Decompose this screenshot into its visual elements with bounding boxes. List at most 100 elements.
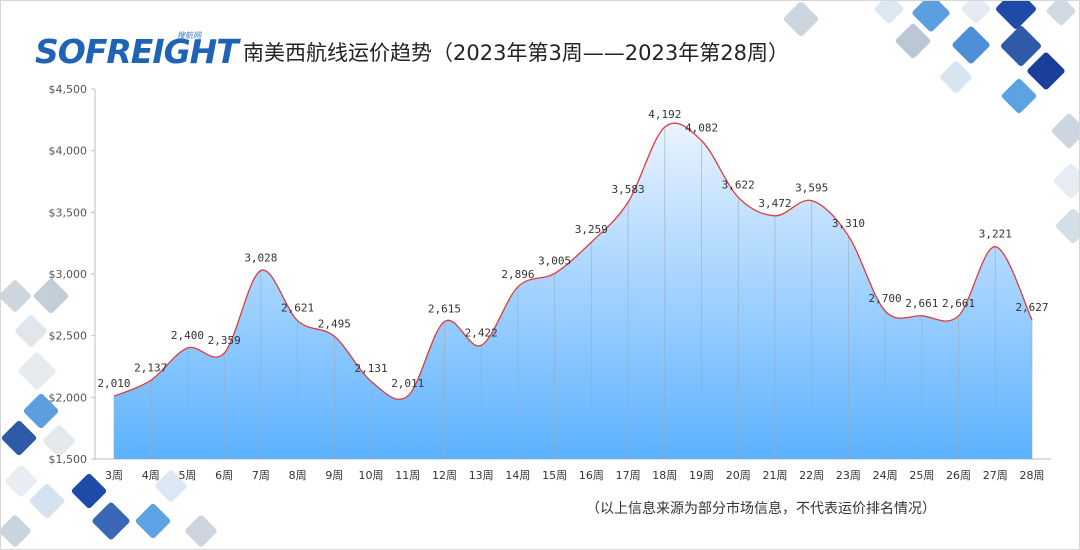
y-tick-label: $3,500	[49, 206, 88, 219]
deco-tile	[1046, 1, 1076, 26]
chart-title: 南美西航线运价趋势（2023年第3周——2023年第28周）	[243, 41, 789, 65]
x-tick-label: 16周	[579, 469, 604, 482]
x-tick-label: 8周	[289, 469, 307, 482]
deco-tile	[1051, 113, 1079, 149]
y-tick-label: $2,000	[49, 391, 88, 404]
deco-tile	[912, 1, 950, 32]
x-tick-label: 27周	[983, 469, 1008, 482]
deco-tile	[23, 393, 59, 429]
deco-tile	[783, 1, 819, 37]
x-tick-label: 13周	[469, 469, 494, 482]
data-label: 4,192	[648, 108, 681, 121]
area-fill	[114, 123, 1032, 460]
x-tick-label: 10周	[359, 469, 384, 482]
x-tick-label: 3周	[105, 469, 123, 482]
deco-tile	[996, 1, 1036, 29]
x-tick-label: 25周	[909, 469, 934, 482]
sofreight-logo: SOFREIGHT 搜航网	[35, 31, 239, 71]
x-tick-label: 22周	[799, 469, 824, 482]
deco-tile	[1053, 163, 1079, 199]
x-tick-label: 28周	[1020, 469, 1045, 482]
deco-tile	[961, 1, 991, 24]
y-tick-label: $4,000	[49, 145, 88, 158]
x-tick-label: 14周	[505, 469, 530, 482]
x-tick-label: 6周	[215, 469, 233, 482]
data-label: 2,700	[869, 292, 902, 305]
x-tick-label: 24周	[873, 469, 898, 482]
logo-text: SOFREIGHT	[35, 32, 239, 71]
deco-tile	[155, 470, 187, 502]
deco-tile	[135, 503, 171, 539]
deco-tile	[15, 315, 47, 347]
data-label: 2,011	[391, 377, 424, 390]
trend-line	[113, 122, 1033, 400]
x-tick-label: 5周	[178, 469, 196, 482]
data-label: 2,359	[208, 334, 241, 347]
x-tick-label: 11周	[395, 469, 420, 482]
logo-subtext: 搜航网	[177, 31, 201, 40]
deco-tile	[895, 23, 931, 59]
data-label: 2,661	[905, 297, 938, 310]
data-label: 2,621	[281, 302, 314, 315]
deco-tile	[5, 465, 37, 497]
x-tick-label: 21周	[762, 469, 787, 482]
data-label: 3,472	[758, 197, 791, 210]
data-label: 3,595	[795, 182, 828, 195]
area-layer	[113, 122, 1033, 460]
deco-tile	[1, 515, 31, 547]
deco-tile	[71, 473, 107, 509]
data-label: 4,082	[685, 122, 718, 135]
deco-tile	[952, 26, 990, 64]
y-tick-label: $4,500	[49, 83, 88, 96]
deco-tile	[1055, 208, 1079, 244]
x-tick-label: 20周	[726, 469, 751, 482]
data-label: 3,583	[612, 183, 645, 196]
deco-tile	[92, 502, 130, 540]
deco-tile	[1, 420, 37, 456]
deco-tile	[1001, 26, 1041, 66]
y-tick-label: $2,500	[49, 330, 88, 343]
data-label: 2,627	[1015, 301, 1048, 314]
x-tick-label: 26周	[946, 469, 971, 482]
data-label: 3,221	[979, 228, 1012, 241]
deco-tile	[29, 483, 65, 519]
deco-tile	[1, 280, 31, 312]
y-tick-label: $1,500	[49, 453, 88, 466]
x-tick-label: 9周	[325, 469, 343, 482]
deco-tile	[33, 278, 69, 314]
data-label: 2,400	[171, 329, 204, 342]
deco-tile	[185, 515, 217, 547]
deco-tile	[940, 61, 972, 93]
data-label: 2,422	[465, 326, 498, 339]
data-label: 2,896	[501, 268, 534, 281]
deco-tile	[1027, 52, 1065, 90]
x-tick-label: 12周	[432, 469, 457, 482]
x-tick-label: 17周	[616, 469, 641, 482]
x-tick-label: 18周	[652, 469, 677, 482]
deco-tile	[18, 352, 56, 390]
data-label: 3,028	[244, 252, 277, 265]
data-label: 2,615	[428, 302, 461, 315]
data-label: 3,259	[575, 223, 608, 236]
data-label: 2,661	[942, 297, 975, 310]
deco-tile	[43, 425, 75, 457]
deco-tile	[1001, 78, 1037, 114]
x-tick-label: 15周	[542, 469, 567, 482]
data-label: 2,137	[134, 361, 167, 374]
x-tick-label: 4周	[142, 469, 160, 482]
x-tick-label: 19周	[689, 469, 714, 482]
data-label: 3,005	[538, 254, 571, 267]
source-note: （以上信息来源为部分市场信息，不代表运价排名情况）	[586, 501, 936, 517]
data-label: 3,310	[832, 217, 865, 230]
data-label: 2,495	[318, 317, 351, 330]
data-label: 2,131	[354, 362, 387, 375]
data-label: 3,622	[722, 178, 755, 191]
data-label: 2,010	[97, 377, 130, 390]
x-tick-label: 23周	[836, 469, 861, 482]
y-tick-label: $3,000	[49, 268, 88, 281]
data-labels: 2,010 2,137 2,400 2,359 3,028 2,621 2,495 2,131…	[97, 108, 1048, 390]
deco-tile	[874, 1, 904, 24]
